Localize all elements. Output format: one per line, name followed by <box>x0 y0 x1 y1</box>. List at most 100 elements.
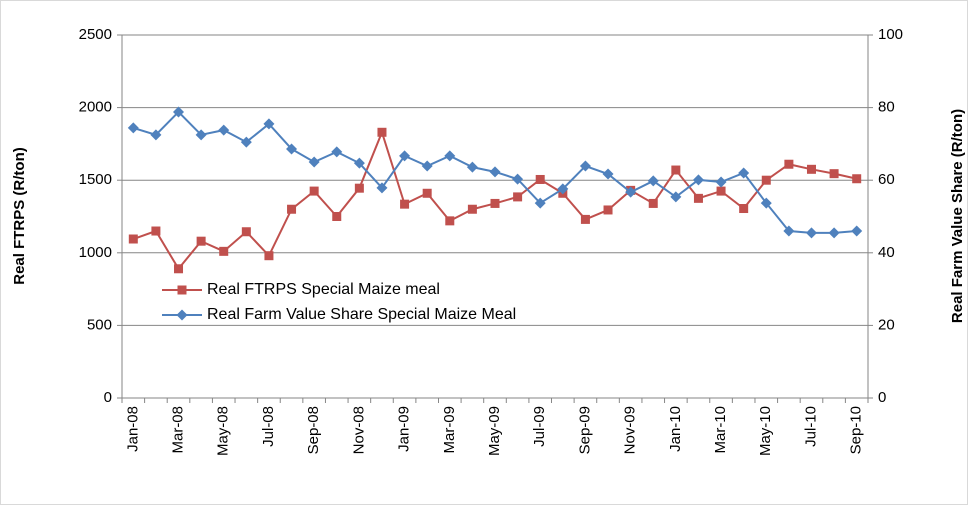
y-axis-label: Real FTRPS (R/ton) <box>11 147 28 285</box>
data-point <box>783 225 795 237</box>
data-point <box>670 191 682 203</box>
data-point <box>671 165 681 175</box>
data-point <box>760 197 772 209</box>
data-point <box>738 167 750 179</box>
legend-marker <box>176 309 188 321</box>
data-point <box>174 264 184 274</box>
legend-label: Real FTRPS Special Maize meal <box>207 281 440 298</box>
x-tick-label: May-09 <box>486 406 503 456</box>
data-point <box>195 129 207 141</box>
x-tick-label: Sep-09 <box>576 406 593 454</box>
data-point <box>693 193 703 203</box>
x-tick-label: Jan-08 <box>124 406 141 452</box>
data-point <box>287 204 297 214</box>
legend-label: Real Farm Value Share Special Maize Meal <box>207 306 516 323</box>
y-tick-label: 0 <box>104 389 112 406</box>
data-point <box>489 166 501 178</box>
data-point <box>421 160 433 172</box>
data-point <box>240 136 252 148</box>
data-point <box>353 157 365 169</box>
data-point <box>557 183 569 195</box>
data-point <box>127 122 139 134</box>
data-point <box>286 143 298 155</box>
x-tick-label: Mar-09 <box>441 406 458 454</box>
data-point <box>309 186 319 196</box>
x-tick-label: Jan-09 <box>396 406 413 452</box>
data-point <box>241 227 251 237</box>
legend-marker <box>177 285 187 295</box>
y2-tick-label: 60 <box>878 171 895 188</box>
data-point <box>377 127 387 137</box>
data-point <box>376 182 388 194</box>
data-point <box>263 118 275 130</box>
y-tick-label: 2000 <box>79 99 112 116</box>
data-point <box>739 204 749 214</box>
x-tick-label: Mar-08 <box>169 406 186 454</box>
data-point <box>851 225 863 237</box>
data-point <box>445 216 455 226</box>
data-point <box>535 174 545 184</box>
data-point <box>399 150 411 162</box>
data-point <box>400 199 410 209</box>
x-tick-label: Sep-08 <box>305 406 322 454</box>
data-point <box>625 186 637 198</box>
y-tick-label: 1500 <box>79 171 112 188</box>
data-point <box>173 106 185 118</box>
data-point <box>219 246 229 256</box>
data-point <box>852 174 862 184</box>
y2-axis-label: Real Farm Value Share (R/ton) <box>949 109 966 323</box>
y2-tick-label: 20 <box>878 316 895 333</box>
data-point <box>308 156 320 168</box>
data-point <box>648 198 658 208</box>
data-point <box>467 204 477 214</box>
y2-tick-label: 100 <box>878 26 903 43</box>
data-point <box>490 198 500 208</box>
data-point <box>580 214 590 224</box>
data-point <box>603 205 613 215</box>
data-point <box>354 183 364 193</box>
data-point <box>828 227 840 239</box>
x-tick-label: Sep-10 <box>848 406 865 454</box>
data-point <box>444 150 456 162</box>
data-point <box>512 173 524 185</box>
data-point <box>264 251 274 261</box>
data-point <box>422 188 432 198</box>
y-tick-label: 500 <box>87 316 112 333</box>
data-point <box>466 161 478 173</box>
data-point <box>331 146 343 158</box>
x-tick-label: Jul-08 <box>260 406 277 447</box>
x-tick-label: Jul-10 <box>802 406 819 447</box>
y-tick-label: 2500 <box>79 26 112 43</box>
data-point <box>602 168 614 180</box>
data-point <box>647 175 659 187</box>
data-point <box>715 176 727 188</box>
data-point <box>128 234 138 244</box>
y2-tick-label: 0 <box>878 389 886 406</box>
data-point <box>716 186 726 196</box>
x-tick-label: Nov-08 <box>350 406 367 454</box>
x-tick-label: Jul-09 <box>531 406 548 447</box>
data-point <box>806 164 816 174</box>
x-tick-label: May-08 <box>215 406 232 456</box>
data-point <box>151 226 161 236</box>
data-point <box>829 169 839 179</box>
data-point <box>150 129 162 141</box>
data-point <box>218 124 230 136</box>
y2-tick-label: 40 <box>878 244 895 261</box>
data-point <box>579 160 591 172</box>
x-tick-label: Jan-10 <box>667 406 684 452</box>
data-point <box>534 197 546 209</box>
x-tick-label: May-10 <box>757 406 774 456</box>
data-point <box>761 175 771 185</box>
data-point <box>805 227 817 239</box>
data-point <box>513 192 523 202</box>
data-point <box>196 236 206 246</box>
y-tick-label: 1000 <box>79 244 112 261</box>
data-point <box>784 159 794 169</box>
x-tick-label: Mar-10 <box>712 406 729 454</box>
x-tick-label: Nov-09 <box>622 406 639 454</box>
data-point <box>692 174 704 186</box>
data-point <box>332 212 342 221</box>
